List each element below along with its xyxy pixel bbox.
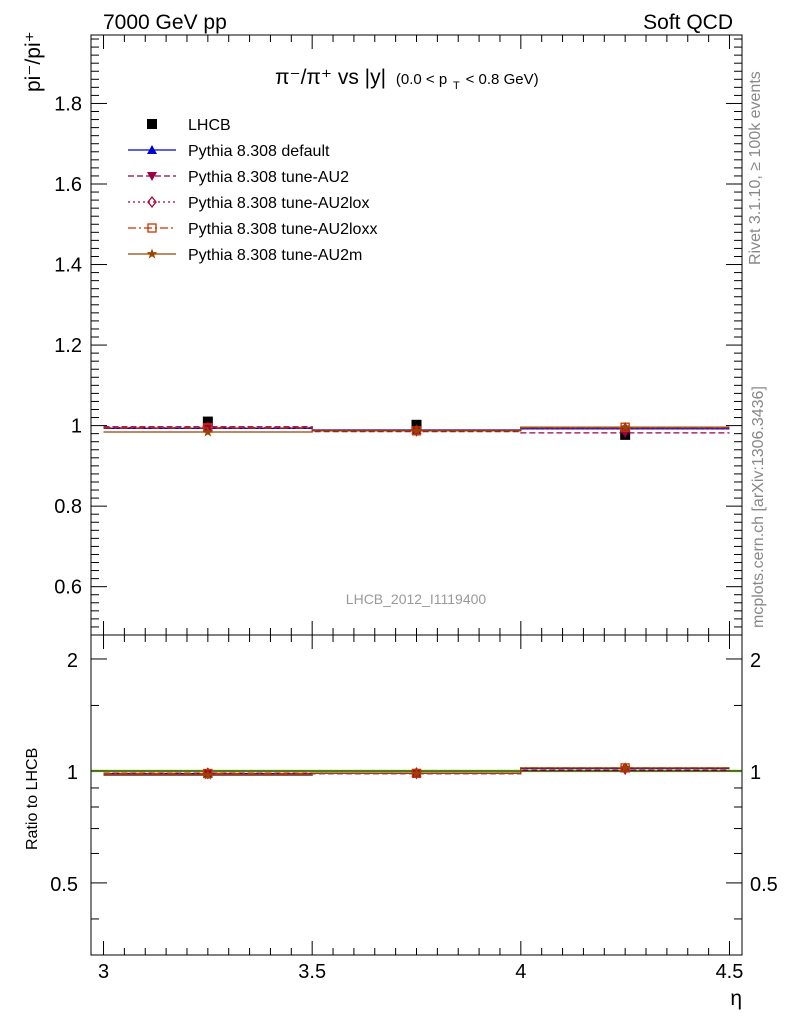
legend-label: Pythia 8.308 default <box>188 143 330 160</box>
chart-title-cut-sub: T <box>453 80 460 92</box>
ratio-panel: 0.5 0.5 1 1 2 2 3 3.5 4 4.5 Ratio to LHCB η <box>24 634 778 1010</box>
header-left: 7000 GeV pp <box>103 11 227 34</box>
main-series-layer <box>103 416 730 440</box>
ratio-point <box>619 762 631 773</box>
ratio-y-tick-label-right: 1 <box>750 762 761 784</box>
legend-label: LHCB <box>188 117 231 134</box>
ratio-y-tick-label-right: 0.5 <box>750 874 778 896</box>
x-tick-label: 3 <box>98 961 109 983</box>
x-tick-labels: 3 3.5 4 4.5 <box>98 961 743 983</box>
ratio-series-4 <box>103 762 730 780</box>
legend-marker <box>147 145 157 154</box>
legend-item: LHCB <box>147 117 231 134</box>
legend-item: Pythia 8.308 tune-AU2loxx <box>128 221 377 238</box>
y-tick-label: 1.2 <box>54 335 82 357</box>
ratio-y-tick-label: 2 <box>67 650 78 672</box>
chart-title-cut-close: < 0.8 GeV) <box>466 71 539 88</box>
ratio-axis-ticks <box>91 635 742 955</box>
legend-item: Pythia 8.308 tune-AU2 <box>128 169 349 186</box>
ratio-frame <box>90 634 743 956</box>
ratio-y-tick-labels: 0.5 0.5 1 1 2 2 <box>50 650 778 896</box>
chart-title: π⁻/π⁺ vs |y| (0.0 < p T < 0.8 GeV) <box>275 66 539 94</box>
mcplots-label: mcplots.cern.ch [arXiv:1306.3436] <box>750 386 767 628</box>
legend-label: Pythia 8.308 tune-AU2lox <box>188 195 369 212</box>
y-tick-label: 0.8 <box>54 496 82 518</box>
legend-marker <box>147 119 157 129</box>
x-tick-label: 4 <box>515 961 526 983</box>
legend-item: Pythia 8.308 tune-AU2lox <box>128 195 369 212</box>
header-right: Soft QCD <box>643 11 733 34</box>
ratio-point <box>411 767 422 780</box>
main-axis-ticks <box>91 35 742 635</box>
main-point <box>619 421 631 432</box>
y-tick-label: 1.8 <box>54 93 82 115</box>
main-series-5 <box>103 421 730 437</box>
main-point <box>411 425 422 436</box>
chart-title-main: π⁻/π⁺ vs |y| <box>275 66 386 89</box>
ratio-y-axis-label: Ratio to LHCB <box>24 748 41 850</box>
legend-label: Pythia 8.308 tune-AU2m <box>188 247 362 264</box>
analysis-label: LHCB_2012_I1119400 <box>346 591 487 607</box>
ratio-series-layer <box>103 762 730 780</box>
ratio-y-tick-label: 0.5 <box>50 874 78 896</box>
legend: LHCB Pythia 8.308 default Pythia 8.308 tun… <box>128 117 377 264</box>
legend-item: Pythia 8.308 tune-AU2m <box>128 247 362 264</box>
x-tick-label: 4.5 <box>716 961 744 983</box>
chart-title-cut-open: (0.0 < p <box>396 71 447 88</box>
ratio-point <box>203 767 213 780</box>
main-point <box>202 426 214 437</box>
legend-item: Pythia 8.308 default <box>128 143 330 160</box>
legend-marker <box>147 172 157 181</box>
legend-label: Pythia 8.308 tune-AU2 <box>188 169 349 186</box>
ratio-series-line <box>103 769 730 775</box>
legend-marker <box>147 195 157 209</box>
ratio-y-tick-label-right: 2 <box>750 650 761 672</box>
legend-marker <box>147 223 157 233</box>
x-axis-label: η <box>730 987 742 1010</box>
y-axis-label: pi⁻/pi⁺ <box>22 31 45 92</box>
legend-marker <box>146 248 158 259</box>
x-tick-label: 3.5 <box>298 961 326 983</box>
legend-label: Pythia 8.308 tune-AU2loxx <box>188 221 377 238</box>
y-tick-label: 0.6 <box>54 577 82 599</box>
y-tick-label: 1.6 <box>54 174 82 196</box>
y-tick-label: 1.4 <box>54 255 82 277</box>
main-y-tick-labels: 0.6 0.8 1 1.2 1.4 1.6 1.8 <box>54 93 82 598</box>
ratio-point <box>411 767 422 778</box>
ratio-y-tick-label: 1 <box>67 762 78 784</box>
rivet-label: Rivet 3.1.10, ≥ 100k events <box>747 71 764 265</box>
ratio-point <box>202 769 214 780</box>
y-tick-label: 1 <box>71 416 82 438</box>
main-panel: 0.6 0.8 1 1.2 1.4 1.6 1.8 pi⁻/pi⁺ π⁻/π⁺ vs |y|… <box>22 31 743 636</box>
